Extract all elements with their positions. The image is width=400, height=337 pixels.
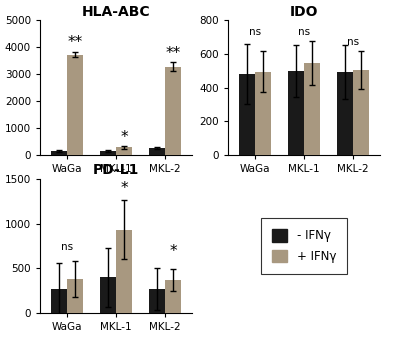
Bar — [337, 72, 353, 155]
Bar — [165, 280, 181, 313]
Bar — [67, 55, 83, 155]
Bar — [51, 289, 67, 313]
Bar — [116, 147, 132, 155]
Bar — [304, 63, 320, 155]
Bar — [149, 148, 165, 155]
Text: ns: ns — [61, 242, 73, 252]
Legend: - IFNγ, + IFNγ: - IFNγ, + IFNγ — [261, 218, 347, 274]
Bar — [116, 230, 132, 313]
Bar — [165, 67, 181, 155]
Text: ns: ns — [347, 37, 359, 47]
Title: HLA-ABC: HLA-ABC — [82, 5, 150, 19]
Text: *: * — [169, 244, 177, 259]
Bar — [100, 151, 116, 155]
Text: ns: ns — [249, 27, 261, 37]
Title: PD-L1: PD-L1 — [93, 163, 139, 178]
Bar — [100, 277, 116, 313]
Bar — [288, 71, 304, 155]
Bar — [239, 74, 255, 155]
Text: *: * — [120, 181, 128, 196]
Bar — [51, 151, 67, 155]
Text: *: * — [120, 130, 128, 145]
Text: **: ** — [166, 45, 181, 61]
Bar — [67, 279, 83, 313]
Bar — [255, 71, 271, 155]
Text: ns: ns — [298, 27, 310, 37]
Text: **: ** — [68, 35, 83, 50]
Bar — [149, 289, 165, 313]
Title: IDO: IDO — [290, 5, 318, 19]
Bar — [353, 70, 369, 155]
